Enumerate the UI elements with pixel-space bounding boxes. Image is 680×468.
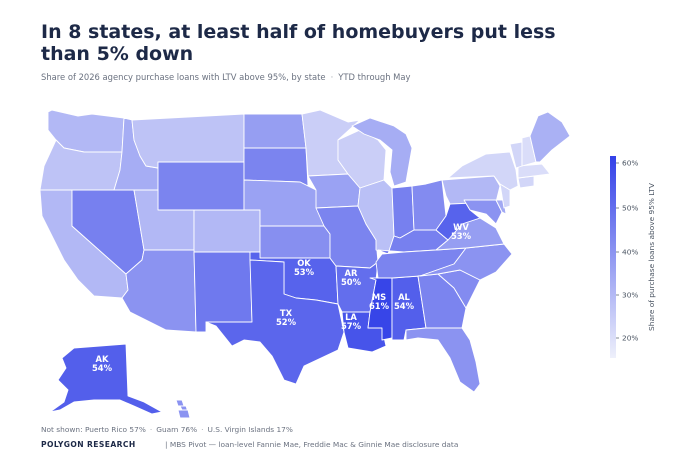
label-ak-code: AK <box>96 354 109 364</box>
legend-gradient-bar <box>610 156 616 358</box>
legend-tick-30: 30% <box>622 291 638 300</box>
footnote-label: Not shown: <box>41 425 83 434</box>
us-choropleth-map: WV 53% OK 53% AR 50% MS 61% AL 54% TX 52… <box>39 109 571 419</box>
chart-subtitle: Share of 2026 agency purchase loans with… <box>41 72 410 82</box>
color-legend: 60% 50% 40% 30% 20% Share of purchase lo… <box>610 156 656 358</box>
footnote-item-usvi: U.S. Virgin Islands 17% <box>207 425 293 434</box>
state-mi[interactable] <box>351 117 413 187</box>
state-co[interactable] <box>193 209 261 253</box>
subtitle-separator: · <box>330 72 334 82</box>
state-tx[interactable] <box>205 259 345 385</box>
data-source: | MBS Pivot — loan-level Fannie Mae, Fre… <box>165 440 459 449</box>
state-mt[interactable] <box>131 113 245 169</box>
label-ar-code: AR <box>345 268 358 278</box>
legend-tick-50: 50% <box>622 204 638 213</box>
legend-tick-60: 60% <box>622 159 638 168</box>
state-me[interactable] <box>529 111 571 163</box>
label-la-value: 57% <box>341 321 362 331</box>
label-la-code: LA <box>345 312 357 322</box>
state-ny[interactable] <box>447 151 519 191</box>
label-ar-value: 50% <box>341 277 362 287</box>
state-hi[interactable] <box>175 399 191 419</box>
label-ok-value: 53% <box>294 267 315 277</box>
footnote-item-guam: Guam 76% <box>156 425 198 434</box>
label-ak-value: 54% <box>92 363 113 373</box>
legend-tick-40: 40% <box>622 248 638 257</box>
brand-name: POLYGON RESEARCH <box>41 440 136 449</box>
subtitle-metric: Share of 2026 agency purchase loans with… <box>41 72 326 82</box>
state-nd[interactable] <box>243 113 307 149</box>
state-ks[interactable] <box>259 225 331 259</box>
state-nm[interactable] <box>193 251 253 333</box>
label-ms-value: 61% <box>369 301 390 311</box>
legend-title: Share of purchase loans above 95% LTV <box>647 183 656 331</box>
state-ak[interactable] <box>49 343 163 415</box>
state-fl[interactable] <box>405 327 481 393</box>
legend-tick-20: 20% <box>622 334 638 343</box>
not-shown-footnote: Not shown: Puerto Rico 57% · Guam 76% · U.S.… <box>41 425 293 434</box>
label-wv-value: 53% <box>451 231 472 241</box>
state-ma[interactable] <box>517 163 551 179</box>
footnote-item-puerto-rico: Puerto Rico 57% <box>84 425 146 434</box>
label-wv-code: WV <box>453 222 469 232</box>
label-al-code: AL <box>398 292 410 302</box>
state-wy[interactable] <box>157 161 245 211</box>
state-in[interactable] <box>391 185 415 239</box>
subtitle-period: YTD through May <box>338 72 411 82</box>
label-al-value: 54% <box>394 301 415 311</box>
label-tx-value: 52% <box>276 317 297 327</box>
label-ok-code: OK <box>297 258 311 268</box>
chart-title: In 8 states, at least half of homebuyers… <box>41 21 556 65</box>
label-tx-code: TX <box>280 308 293 318</box>
label-ms-code: MS <box>372 292 386 302</box>
